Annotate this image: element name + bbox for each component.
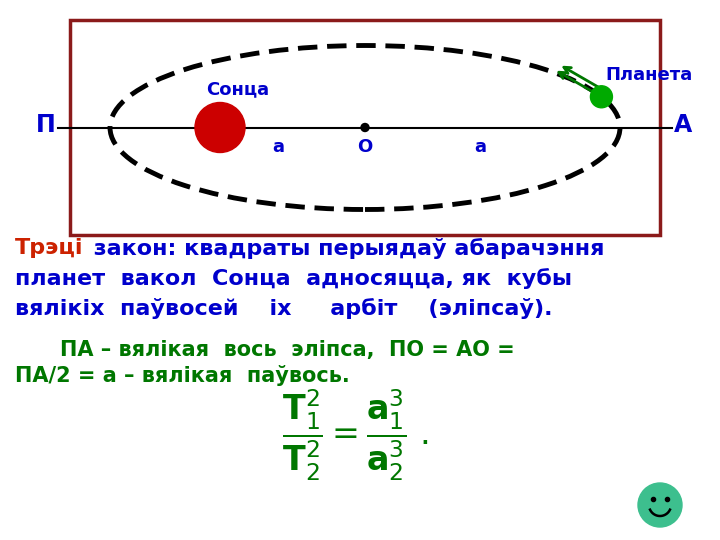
Text: вялікіх  паўвосей    іх     арбіт    (эліпсаў).: вялікіх паўвосей іх арбіт (эліпсаў). [15, 298, 552, 319]
Bar [70, 20, 660, 235]
Text: закон: квадраты перыядаў абарачэння: закон: квадраты перыядаў абарачэння [86, 238, 605, 259]
Text: Сонца: Сонца [207, 80, 269, 98]
Text: ПА/2 = а – вялікая  паўвось.: ПА/2 = а – вялікая паўвось. [15, 365, 350, 386]
Circle shape [590, 86, 613, 108]
Circle shape [361, 124, 369, 132]
Text: О: О [357, 138, 373, 157]
Text: а: а [272, 138, 284, 157]
Text: ПА – вялікая  вось  эліпса,  ПО = АО =: ПА – вялікая вось эліпса, ПО = АО = [60, 340, 515, 360]
Text: А: А [674, 113, 692, 138]
Text: П: П [36, 113, 56, 138]
Text: а: а [474, 138, 486, 157]
Text: планет  вакол  Сонца  адносяцца, як  кубы: планет вакол Сонца адносяцца, як кубы [15, 268, 572, 289]
Text: Планета: Планета [606, 66, 693, 84]
Text: Трэці: Трэці [15, 238, 84, 258]
Text: $\dfrac{\mathbf{T}_1^2}{\mathbf{T}_2^2} = \dfrac{\mathbf{a}_1^3}{\mathbf{a}_2^3}: $\dfrac{\mathbf{T}_1^2}{\mathbf{T}_2^2} … [282, 388, 428, 483]
Circle shape [638, 483, 682, 527]
Circle shape [195, 103, 245, 152]
